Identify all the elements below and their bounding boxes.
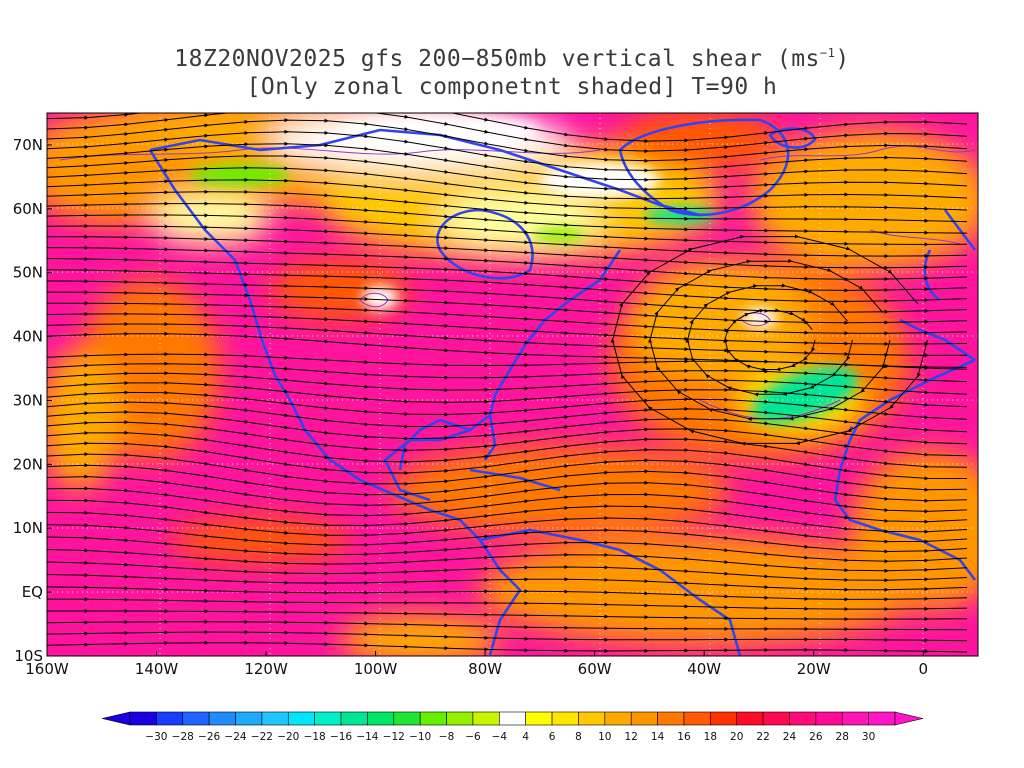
longitude-axis: 160W 140W 120W 100W 80W 60W 40W 20W 0: [25, 651, 928, 678]
colorbar-swatch: [314, 711, 342, 726]
colorbar-label: 18: [704, 731, 717, 743]
lat-tick-label: 70N: [13, 136, 43, 154]
colorbar-label: −20: [277, 731, 299, 743]
colorbar-swatch: [630, 711, 658, 726]
colorbar-swatch: [736, 711, 764, 726]
colorbar-label: −16: [330, 731, 352, 743]
lon-tick-label: 140W: [135, 660, 179, 678]
colorbar-swatch: [367, 711, 395, 726]
lat-tick-label: 60N: [13, 200, 43, 218]
colorbar-swatch: [340, 711, 368, 726]
colorbar-label: −4: [492, 731, 508, 743]
lat-tick-label: 10N: [13, 519, 43, 537]
lon-tick-label: 0: [918, 660, 928, 678]
colorbar-swatch: [762, 711, 790, 726]
colorbar-swatch: [419, 711, 447, 726]
colorbar-swatch: [683, 711, 711, 726]
latitude-axis: 70N 60N 50N 40N 30N 20N 10N EQ 10S: [13, 136, 52, 665]
lon-tick-label: 100W: [354, 660, 398, 678]
streamline: [610, 234, 928, 446]
colorbar-swatch: [551, 711, 579, 726]
colorbar-swatch: [446, 711, 474, 726]
lon-tick-label: 20W: [797, 660, 831, 678]
colorbar-label: −6: [465, 731, 481, 743]
lat-tick-label: 30N: [13, 391, 43, 409]
colorbar-swatch: [499, 711, 526, 726]
colorbar-swatch: [156, 711, 184, 726]
colorbar-low-arrow: [101, 711, 131, 726]
colorbar-swatch: [815, 711, 843, 726]
colorbar-label: −22: [251, 731, 273, 743]
lat-tick-label: 10S: [14, 647, 43, 665]
colorbar-label: 12: [625, 731, 638, 743]
lat-tick-label: 40N: [13, 328, 43, 346]
colorbar-swatch: [657, 711, 685, 726]
colorbar-high-arrow: [894, 711, 924, 726]
colorbar-label: −18: [304, 731, 326, 743]
colorbar-label: −10: [409, 731, 431, 743]
colorbar: −30 −28 −26 −24 −22 −20 −18 −16 −14 −12 −10 −8 −6 −4 4…: [101, 711, 924, 743]
colorbar-label: 20: [730, 731, 743, 743]
colorbar-label: −8: [439, 731, 454, 743]
lat-tick-label: EQ: [22, 583, 43, 601]
colorbar-label: 10: [598, 731, 611, 743]
colorbar-swatch: [129, 711, 157, 726]
streamline: [47, 630, 968, 643]
lon-tick-label: 60W: [578, 660, 612, 678]
lat-tick-label: 50N: [13, 264, 43, 282]
lon-tick-label: 80W: [468, 660, 502, 678]
colorbar-label: −28: [172, 731, 194, 743]
colorbar-label: 24: [783, 731, 797, 743]
chart-title-line1: 18Z20NOV2025 gfs 200−850mb vertical shea…: [174, 46, 850, 72]
streamline: [47, 640, 968, 654]
colorbar-swatch: [182, 711, 210, 726]
lon-tick-label: 160W: [25, 660, 69, 678]
lon-tick-label: 40W: [687, 660, 721, 678]
colorbar-label: −30: [145, 731, 167, 743]
colorbar-label: 22: [756, 731, 769, 743]
lon-tick-label: 120W: [244, 660, 288, 678]
colorbar-label: 30: [862, 731, 875, 743]
lat-tick-label: 20N: [13, 455, 43, 473]
colorbar-swatch: [710, 711, 738, 726]
colorbar-label: −26: [198, 731, 220, 743]
colorbar-swatch: [525, 711, 553, 726]
colorbar-swatch: [235, 711, 263, 726]
colorbar-swatch: [261, 711, 289, 726]
colorbar-label: 14: [651, 731, 665, 743]
colorbar-swatch: [604, 711, 632, 726]
colorbar-label: 26: [809, 731, 823, 743]
colorbar-swatch: [789, 711, 817, 726]
chart-title-line2: [Only zonal componetnt shaded] T=90 h: [246, 74, 778, 100]
streamlines: [47, 113, 968, 654]
colorbar-swatch: [868, 711, 896, 726]
colorbar-label: 8: [575, 731, 582, 743]
colorbar-label: −14: [356, 731, 378, 743]
colorbar-label: 6: [549, 731, 556, 743]
colorbar-label: −24: [224, 731, 246, 743]
streamline: [47, 608, 968, 622]
colorbar-swatch: [393, 711, 421, 726]
colorbar-swatch: [841, 711, 869, 726]
colorbar-swatch: [578, 711, 606, 726]
colorbar-swatch: [287, 711, 315, 726]
colorbar-swatch: [472, 711, 500, 726]
colorbar-label: 16: [677, 731, 691, 743]
colorbar-label: 4: [522, 731, 529, 743]
colorbar-swatch: [208, 711, 236, 726]
colorbar-label: 28: [836, 731, 849, 743]
map-border: [46, 112, 979, 657]
streamline: [47, 619, 968, 632]
streamline: [47, 597, 968, 612]
colorbar-label: −12: [383, 731, 405, 743]
